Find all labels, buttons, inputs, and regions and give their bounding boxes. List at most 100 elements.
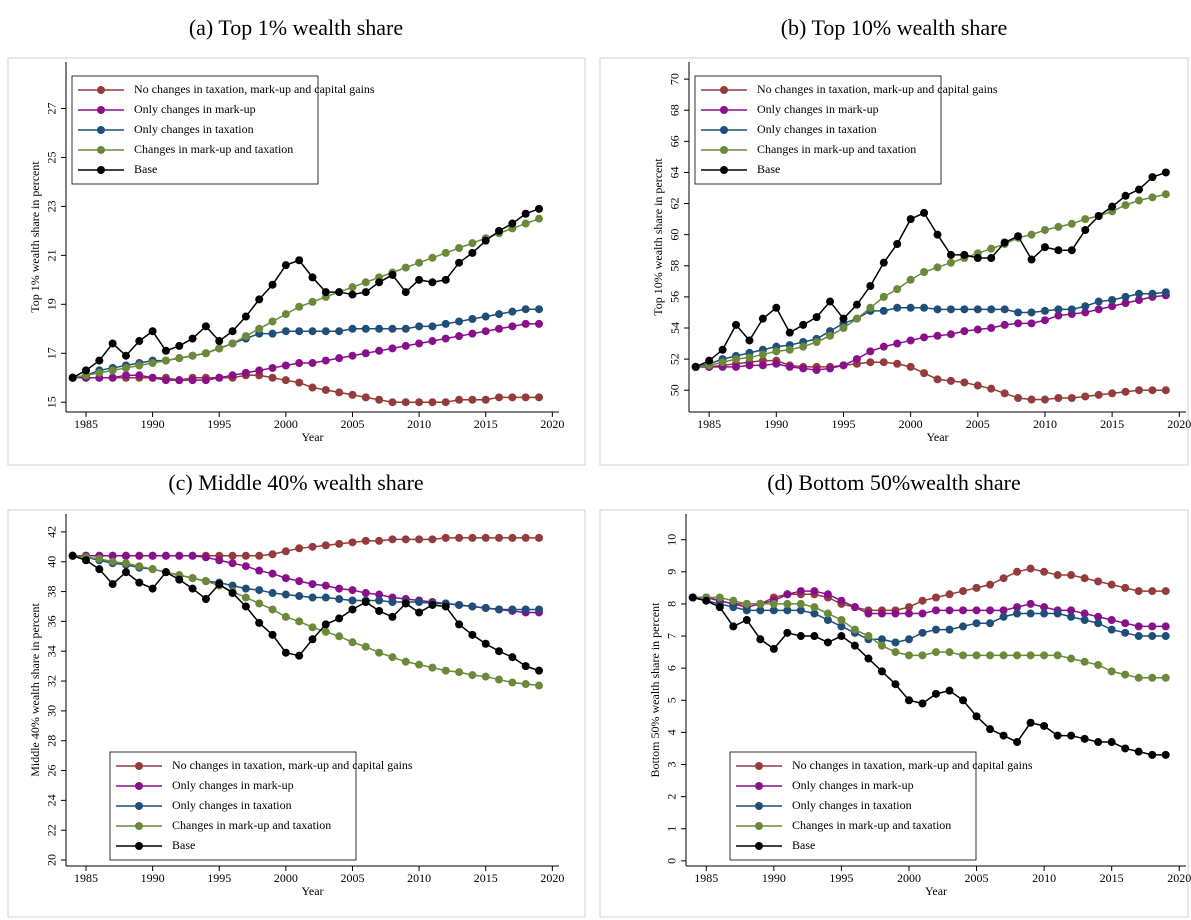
data-point bbox=[999, 731, 1008, 740]
y-tick-label: 30 bbox=[45, 705, 59, 717]
y-tick-label: 15 bbox=[45, 396, 59, 408]
data-point bbox=[135, 551, 144, 560]
x-tick-label: 2000 bbox=[274, 871, 298, 885]
data-point bbox=[188, 334, 197, 343]
data-point bbox=[481, 395, 490, 404]
data-point bbox=[1134, 386, 1143, 395]
data-point bbox=[175, 551, 184, 560]
data-point bbox=[1067, 654, 1076, 663]
data-point bbox=[1094, 390, 1103, 399]
data-point bbox=[375, 395, 384, 404]
y-tick-label: 36 bbox=[45, 615, 59, 627]
data-point bbox=[241, 584, 250, 593]
data-point bbox=[1040, 721, 1049, 730]
data-point bbox=[335, 288, 344, 297]
data-point bbox=[241, 593, 250, 602]
y-tick-label: 10 bbox=[665, 534, 679, 546]
data-point bbox=[1013, 651, 1022, 660]
data-point bbox=[135, 578, 144, 587]
data-point bbox=[933, 263, 942, 272]
y-axis-label: Top 10% wealth share in percent bbox=[651, 158, 665, 316]
data-point bbox=[729, 622, 738, 631]
data-point bbox=[1054, 305, 1063, 314]
data-point bbox=[428, 253, 437, 262]
data-point bbox=[468, 395, 477, 404]
legend-label: No changes in taxation, mark-up and capi… bbox=[134, 82, 375, 96]
data-point bbox=[375, 648, 384, 657]
data-point bbox=[401, 657, 410, 666]
data-point bbox=[904, 635, 913, 644]
legend-marker bbox=[135, 802, 143, 810]
y-tick-label: 40 bbox=[45, 556, 59, 568]
data-point bbox=[375, 346, 384, 355]
data-point bbox=[468, 533, 477, 542]
data-point bbox=[121, 363, 130, 372]
data-point bbox=[375, 536, 384, 545]
data-point bbox=[375, 324, 384, 333]
data-point bbox=[121, 568, 130, 577]
data-point bbox=[879, 306, 888, 315]
data-point bbox=[837, 596, 846, 605]
series-line bbox=[72, 208, 540, 379]
data-point bbox=[1148, 632, 1157, 641]
data-point bbox=[799, 364, 808, 373]
data-point bbox=[468, 248, 477, 257]
data-point bbox=[308, 580, 317, 589]
data-point bbox=[201, 595, 210, 604]
data-point bbox=[999, 651, 1008, 660]
y-tick-label: 64 bbox=[668, 166, 682, 178]
data-point bbox=[973, 305, 982, 314]
y-tick-label: 6 bbox=[665, 665, 679, 671]
data-point bbox=[495, 647, 504, 656]
data-point bbox=[441, 602, 450, 611]
data-point bbox=[1107, 738, 1116, 747]
data-point bbox=[188, 574, 197, 583]
legend-marker bbox=[720, 166, 728, 174]
data-point bbox=[361, 278, 370, 287]
data-point bbox=[401, 263, 410, 272]
data-point bbox=[691, 362, 700, 371]
data-point bbox=[148, 565, 157, 574]
data-point bbox=[148, 551, 157, 560]
data-point bbox=[281, 376, 290, 385]
data-point bbox=[972, 606, 981, 615]
data-point bbox=[535, 214, 544, 223]
y-tick-label: 66 bbox=[668, 135, 682, 147]
data-point bbox=[810, 603, 819, 612]
y-tick-label: 25 bbox=[45, 151, 59, 163]
legend-label: Only changes in taxation bbox=[757, 122, 877, 136]
legend-label: Only changes in taxation bbox=[134, 122, 254, 136]
data-point bbox=[348, 324, 357, 333]
data-point bbox=[1080, 609, 1089, 618]
data-point bbox=[1107, 625, 1116, 634]
data-point bbox=[161, 376, 170, 385]
data-point bbox=[335, 539, 344, 548]
data-point bbox=[987, 244, 996, 253]
data-point bbox=[1161, 622, 1170, 631]
data-point bbox=[1054, 246, 1063, 255]
data-point bbox=[388, 653, 397, 662]
data-point bbox=[785, 345, 794, 354]
data-point bbox=[281, 327, 290, 336]
data-point bbox=[1121, 583, 1130, 592]
data-point bbox=[295, 302, 304, 311]
data-point bbox=[388, 612, 397, 621]
data-point bbox=[361, 536, 370, 545]
legend-box bbox=[109, 751, 357, 861]
data-point bbox=[772, 347, 781, 356]
data-point bbox=[1080, 574, 1089, 583]
data-point bbox=[1108, 296, 1117, 304]
data-point bbox=[201, 577, 210, 586]
x-tick-label: 2020 bbox=[1167, 871, 1191, 885]
data-point bbox=[1134, 289, 1143, 298]
data-point bbox=[1040, 306, 1049, 315]
data-point bbox=[1081, 226, 1090, 234]
data-point bbox=[268, 317, 277, 326]
x-tick-label: 2015 bbox=[474, 417, 498, 431]
data-point bbox=[161, 551, 170, 560]
data-point bbox=[783, 590, 792, 599]
data-point bbox=[308, 359, 317, 368]
data-point bbox=[799, 342, 808, 351]
data-point bbox=[756, 606, 765, 615]
